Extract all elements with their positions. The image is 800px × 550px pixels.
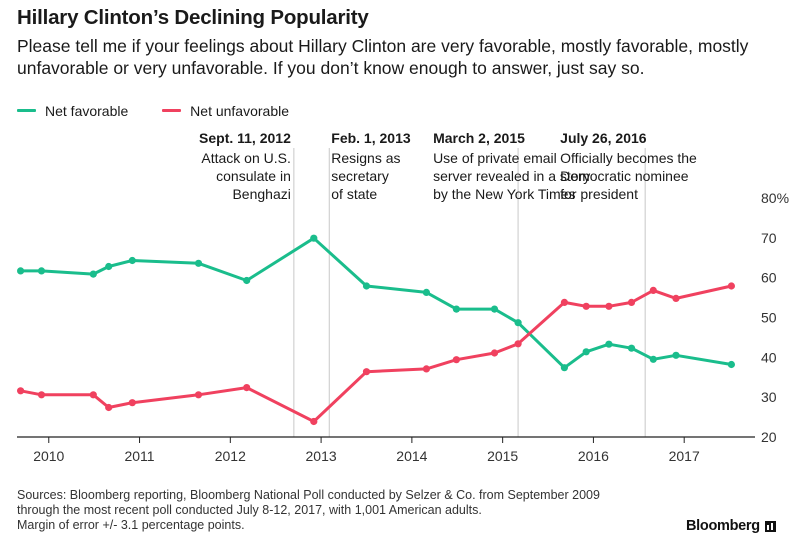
data-point-favorable-1	[37, 267, 46, 275]
legend-item-favorable: Net favorable	[17, 103, 128, 119]
annotation-text-2-1: server revealed in a story	[433, 168, 590, 184]
annotation-date-3: July 26, 2016	[560, 130, 647, 146]
annotation-date-1: Feb. 1, 2013	[331, 130, 411, 146]
y-tick-label-60: 60	[761, 270, 777, 286]
annotation-text-0-0: Attack on U.S.	[201, 150, 290, 166]
data-point-unfavorable-4	[128, 399, 136, 407]
annotation-text-1-2: of state	[331, 186, 377, 202]
y-tick-label-40: 40	[761, 349, 777, 365]
data-point-unfavorable-5	[194, 391, 203, 399]
bloomberg-logo: Bloomberg	[686, 518, 776, 534]
data-point-favorable-12	[514, 319, 522, 327]
data-point-unfavorable-1	[37, 391, 46, 399]
data-point-unfavorable-18	[672, 294, 680, 302]
annotation-text-0-2: Benghazi	[232, 186, 290, 202]
annotation-text-1-1: secretary	[331, 168, 389, 184]
bloomberg-chart-icon	[764, 520, 776, 532]
data-point-unfavorable-9	[422, 365, 430, 373]
data-point-unfavorable-14	[582, 302, 590, 310]
data-point-unfavorable-19	[727, 282, 736, 290]
annotation-text-0-1: consulate in	[216, 168, 291, 184]
data-point-unfavorable-3	[105, 403, 113, 412]
data-point-favorable-19	[727, 360, 736, 369]
data-point-favorable-0	[17, 267, 25, 275]
data-point-favorable-9	[422, 288, 430, 296]
legend: Net favorable Net unfavorable	[17, 99, 319, 119]
y-tick-label-50: 50	[761, 310, 777, 326]
x-tick-label-2017: 2017	[669, 448, 700, 464]
data-point-unfavorable-6	[243, 384, 251, 392]
x-tick-label-2012: 2012	[215, 448, 246, 464]
y-tick-label-80: 80%	[761, 190, 789, 206]
y-tick-label-20: 20	[761, 429, 777, 445]
data-point-favorable-17	[649, 355, 657, 363]
x-tick-label-2013: 2013	[306, 448, 337, 464]
chart-title: Hillary Clinton’s Declining Popularity	[17, 6, 369, 29]
annotation-text-3-2: for president	[560, 186, 638, 202]
data-point-unfavorable-16	[627, 298, 636, 306]
data-point-unfavorable-13	[560, 298, 569, 306]
data-point-unfavorable-12	[514, 340, 522, 348]
data-point-unfavorable-11	[490, 349, 499, 357]
source-line-2: through the most recent poll conducted J…	[17, 503, 482, 517]
annotation-text-2-2: by the New York Times	[433, 186, 575, 202]
series-line-unfavorable	[19, 284, 733, 423]
annotation-date-2: March 2, 2015	[433, 130, 525, 146]
x-tick-label-2010: 2010	[33, 448, 64, 464]
data-point-unfavorable-0	[17, 387, 25, 395]
data-point-favorable-15	[605, 340, 613, 348]
annotation-text-2-0: Use of private email	[433, 150, 557, 166]
legend-label-favorable: Net favorable	[45, 102, 129, 119]
legend-swatch-favorable	[17, 109, 36, 112]
data-point-favorable-16	[627, 344, 636, 352]
x-tick-label-2016: 2016	[578, 448, 609, 464]
annotation-text-1-0: Resigns as	[331, 150, 400, 166]
y-tick-label-70: 70	[761, 230, 777, 246]
data-point-favorable-18	[672, 351, 680, 359]
source-line-1: Sources: Bloomberg reporting, Bloomberg …	[17, 488, 600, 502]
data-point-favorable-5	[194, 259, 203, 267]
data-point-favorable-8	[362, 282, 371, 290]
data-point-unfavorable-17	[649, 286, 657, 294]
data-point-favorable-2	[89, 270, 97, 278]
x-tick-label-2011: 2011	[124, 448, 154, 464]
data-point-favorable-14	[582, 348, 590, 356]
data-point-favorable-3	[105, 262, 113, 271]
data-point-unfavorable-15	[605, 302, 613, 310]
annotation-text-3-1: Democratic nominee	[560, 168, 689, 184]
data-point-favorable-6	[243, 276, 251, 285]
data-point-favorable-4	[128, 256, 136, 265]
series-line-favorable	[19, 236, 733, 370]
source-note: Sources: Bloomberg reporting, Bloomberg …	[17, 488, 600, 533]
annotation-date-0: Sept. 11, 2012	[199, 130, 291, 146]
data-point-unfavorable-7	[310, 417, 318, 426]
data-point-unfavorable-10	[452, 356, 460, 364]
logo-text: Bloomberg	[686, 518, 760, 534]
data-point-unfavorable-8	[362, 368, 371, 376]
chart-subtitle: Please tell me if your feelings about Hi…	[17, 36, 749, 78]
source-line-3: Margin of error +/- 3.1 percentage point…	[17, 518, 245, 532]
annotation-text-3-0: Officially becomes the	[560, 150, 697, 166]
legend-label-unfavorable: Net unfavorable	[190, 102, 290, 119]
legend-item-unfavorable: Net unfavorable	[162, 103, 289, 119]
data-point-favorable-13	[560, 364, 569, 372]
x-tick-label-2014: 2014	[396, 448, 427, 464]
data-point-favorable-10	[452, 305, 460, 313]
x-tick-label-2015: 2015	[487, 448, 518, 464]
data-point-unfavorable-2	[89, 391, 97, 399]
legend-swatch-unfavorable	[162, 109, 182, 112]
y-tick-label-30: 30	[761, 389, 777, 405]
data-point-favorable-7	[310, 234, 318, 242]
data-point-favorable-11	[490, 305, 499, 313]
